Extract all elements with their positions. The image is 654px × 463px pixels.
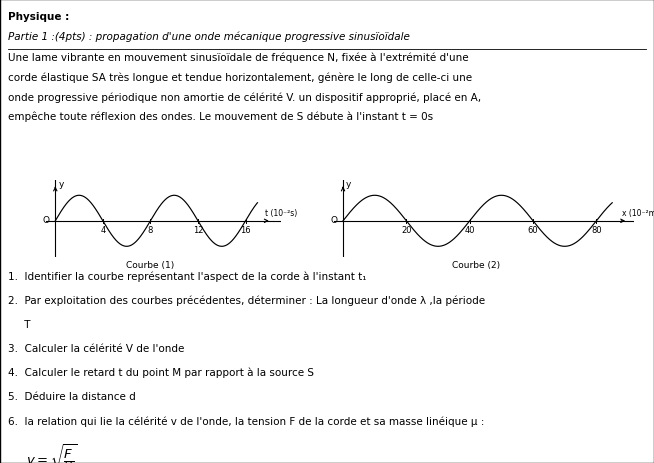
Text: 1.  Identifier la courbe représentant l'aspect de la corde à l'instant t₁: 1. Identifier la courbe représentant l'a… [8,271,366,282]
Text: y: y [345,180,351,189]
Text: corde élastique SA très longue et tendue horizontalement, génère le long de cell: corde élastique SA très longue et tendue… [8,72,472,83]
Text: 3.  Calculer la célérité V de l'onde: 3. Calculer la célérité V de l'onde [8,343,184,353]
Text: Courbe (1): Courbe (1) [126,261,175,270]
Text: O: O [330,216,337,225]
Text: 12: 12 [193,226,203,235]
Text: onde progressive périodique non amortie de célérité V. un dispositif approprié, : onde progressive périodique non amortie … [8,92,481,102]
Text: Courbe (2): Courbe (2) [452,261,500,270]
Text: 40: 40 [464,226,475,235]
Text: 80: 80 [591,226,602,235]
Text: t (10⁻²s): t (10⁻²s) [265,209,297,218]
Text: 20: 20 [401,226,411,235]
Text: 4.  Calculer le retard t du point M par rapport à la source S: 4. Calculer le retard t du point M par r… [8,367,314,378]
Text: 6.  la relation qui lie la célérité v de l'onde, la tension F de la corde et sa : 6. la relation qui lie la célérité v de … [8,415,484,426]
Text: 60: 60 [528,226,538,235]
Text: $v = \sqrt{\dfrac{F}{\mu}}$: $v = \sqrt{\dfrac{F}{\mu}}$ [26,442,78,463]
Text: O: O [43,216,49,225]
Text: 16: 16 [240,226,251,235]
Text: 8: 8 [148,226,153,235]
Text: Partie 1 :(4pts) : propagation d'une onde mécanique progressive sinusïoïdale: Partie 1 :(4pts) : propagation d'une ond… [8,31,409,42]
Text: T: T [8,319,30,329]
Text: y: y [59,180,64,189]
Text: empêche toute réflexion des ondes. Le mouvement de S débute à l'instant t = 0s: empêche toute réflexion des ondes. Le mo… [8,112,433,122]
Text: x (10⁻²m): x (10⁻²m) [622,209,654,218]
Text: 4: 4 [100,226,105,235]
Text: Physique :: Physique : [8,12,69,22]
Text: 2.  Par exploitation des courbes précédentes, déterminer : La longueur d'onde λ : 2. Par exploitation des courbes précéden… [8,295,485,306]
Text: 5.  Déduire la distance d: 5. Déduire la distance d [8,391,135,401]
Text: Une lame vibrante en mouvement sinusïoïdale de fréquence N, fixée à l'extrémité : Une lame vibrante en mouvement sinusïoïd… [8,53,468,63]
